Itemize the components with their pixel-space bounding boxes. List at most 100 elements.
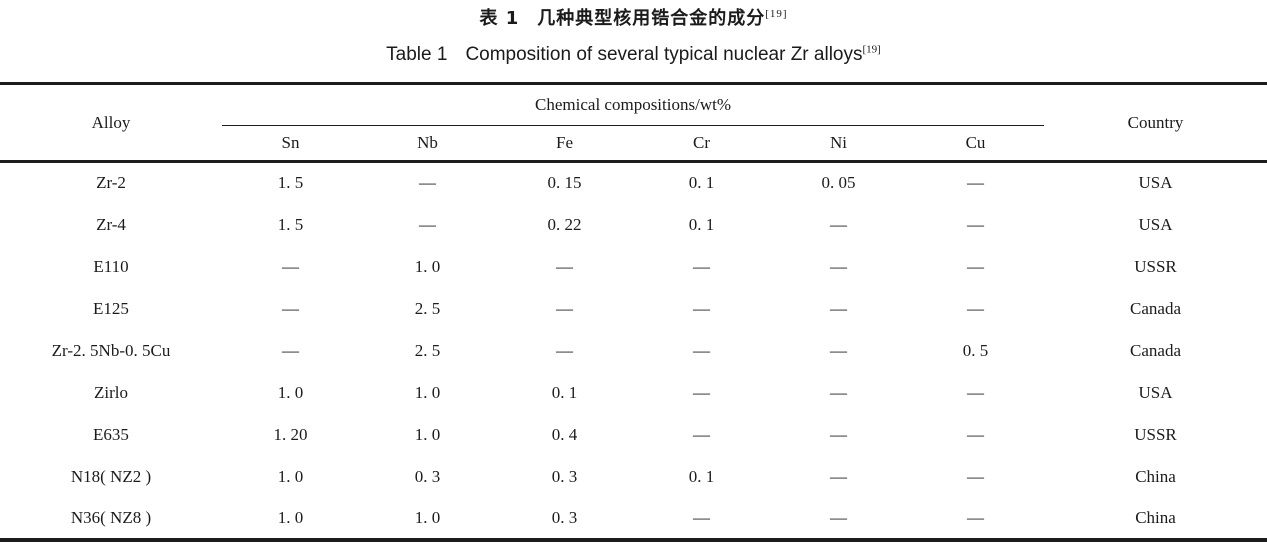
value-nb: 1. 0 [414,424,441,444]
table-title-chinese-label: 表 1 [479,8,520,29]
value-fe: — [556,298,573,318]
value-ni: — [830,298,847,318]
value-cu: — [967,466,984,486]
value-cr: 0. 1 [688,466,715,486]
value-cu: — [967,298,984,318]
alloy-name: E110 [93,256,129,276]
table-row: Zirlo 1. 0 1. 0 0. 1 — — — USA [0,372,1267,414]
value-ni: — [830,256,847,276]
country-cell: China [1135,507,1176,527]
alloy-name: Zirlo [94,382,128,402]
value-fe: 0. 3 [551,507,578,527]
alloy-name: Zr-4 [96,214,126,234]
table-row: Zr-4 1. 5 — 0. 22 0. 1 — — USA [0,204,1267,246]
value-cu: — [967,214,984,234]
value-nb: 1. 0 [414,507,441,527]
value-nb: 1. 0 [414,382,441,402]
alloy-name: E635 [93,424,129,444]
value-sn: — [282,340,299,360]
value-sn: 1. 5 [277,214,304,234]
alloy-name: Zr-2 [96,173,126,193]
value-sn: 1. 5 [277,173,304,193]
table-title-english-text: Composition of several typical nuclear Z… [465,44,863,65]
value-cr: — [693,340,710,360]
column-header-cu: Cu [907,125,1045,163]
value-cr: — [693,256,710,276]
value-fe: 0. 1 [551,382,578,402]
country-cell: Canada [1130,298,1181,318]
value-nb: — [419,214,436,234]
value-fe: 0. 3 [551,466,578,486]
header-row-group: Alloy Chemical compositions/wt% Country [0,83,1267,163]
country-cell: USA [1138,382,1173,402]
table-body: Zr-2 1. 5 — 0. 15 0. 1 0. 05 — USA Zr-4 … [0,162,1267,540]
value-ni: — [830,340,847,360]
value-cr: — [693,298,710,318]
country-cell: China [1135,466,1176,486]
table-title-chinese: 表 1 几种典型核用锆合金的成分[19] [0,0,1267,31]
column-header-sn: Sn [222,125,359,163]
value-cu: — [967,424,984,444]
column-header-fe: Fe [496,125,633,163]
value-fe: — [556,340,573,360]
table-row: N18( NZ2 ) 1. 0 0. 3 0. 3 0. 1 — — China [0,456,1267,498]
value-ni: — [830,214,847,234]
value-nb: — [419,173,436,193]
alloy-composition-table: Alloy Chemical compositions/wt% Country … [0,82,1267,542]
value-sn: 1. 20 [273,424,308,444]
value-ni: — [830,424,847,444]
value-ni: — [830,382,847,402]
alloy-name: E125 [93,298,129,318]
table-row: E110 — 1. 0 — — — — USSR [0,246,1267,288]
value-cr: 0. 1 [688,173,715,193]
column-group-header-chemical-compositions: Chemical compositions/wt% [222,83,1045,126]
header-row-elements: Sn Nb Fe Cr Ni Cu [0,125,1267,163]
value-fe: 0. 22 [547,214,582,234]
column-header-nb: Nb [359,125,496,163]
value-ni: — [830,466,847,486]
value-sn: — [282,298,299,318]
table-row: E635 1. 20 1. 0 0. 4 — — — USSR [0,414,1267,456]
value-sn: 1. 0 [277,507,304,527]
alloy-name: N18( NZ2 ) [70,466,152,486]
value-cr: 0. 1 [688,214,715,234]
table-title-english: Table 1 Composition of several typical nu… [0,43,1267,67]
value-fe: 0. 4 [551,424,578,444]
value-nb: 1. 0 [414,256,441,276]
value-cu: — [967,173,984,193]
table-header: Alloy Chemical compositions/wt% Country … [0,83,1267,163]
value-cu: — [967,256,984,276]
column-header-alloy: Alloy [0,83,222,163]
table-row: N36( NZ8 ) 1. 0 1. 0 0. 3 — — — China [0,498,1267,540]
table-row: Zr-2 1. 5 — 0. 15 0. 1 0. 05 — USA [0,162,1267,204]
alloy-name: Zr-2. 5Nb-0. 5Cu [51,340,171,360]
country-cell: USA [1138,173,1173,193]
value-nb: 0. 3 [414,466,441,486]
value-nb: 2. 5 [414,298,441,318]
value-ni: 0. 05 [821,173,856,193]
value-cu: — [967,507,984,527]
column-header-cr: Cr [633,125,770,163]
table-title-chinese-text: 几种典型核用锆合金的成分 [537,8,766,29]
value-nb: 2. 5 [414,340,441,360]
value-cr: — [693,382,710,402]
country-cell: USA [1138,214,1173,234]
alloy-name: N36( NZ8 ) [70,507,152,527]
value-cu: 0. 5 [962,340,989,360]
country-cell: USSR [1134,424,1177,444]
value-sn: 1. 0 [277,466,304,486]
column-header-country: Country [1044,83,1267,163]
value-cr: — [693,424,710,444]
value-cr: — [693,507,710,527]
table-title-english-label: Table 1 [386,44,448,65]
value-ni: — [830,507,847,527]
reference-superscript: [19] [862,43,881,56]
value-fe: 0. 15 [547,173,582,193]
country-cell: USSR [1134,256,1177,276]
value-sn: — [282,256,299,276]
table-row: Zr-2. 5Nb-0. 5Cu — 2. 5 — — — 0. 5 Canad… [0,330,1267,372]
table-row: E125 — 2. 5 — — — — Canada [0,288,1267,330]
value-cu: — [967,382,984,402]
column-header-ni: Ni [770,125,907,163]
